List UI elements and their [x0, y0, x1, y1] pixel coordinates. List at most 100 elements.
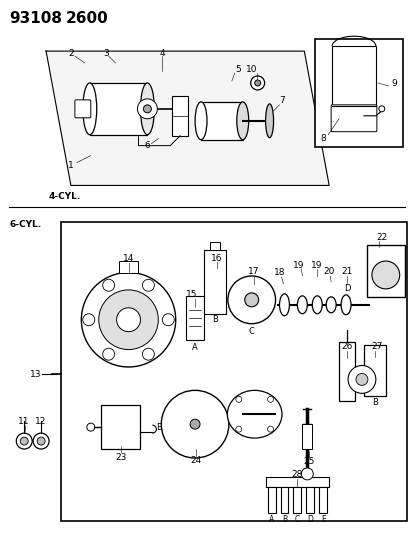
Text: 24: 24 [190, 456, 201, 465]
Text: 20: 20 [323, 268, 334, 277]
Text: 93108: 93108 [9, 11, 62, 26]
Text: D: D [343, 285, 349, 293]
Text: D: D [306, 515, 313, 524]
Text: 23: 23 [115, 453, 126, 462]
Text: 11: 11 [17, 417, 29, 426]
Bar [318, 487, 326, 513]
Bar [306, 487, 313, 513]
Circle shape [267, 426, 273, 432]
Ellipse shape [98, 290, 158, 350]
Bar [118, 261, 138, 273]
Bar [201, 102, 242, 140]
Text: 1: 1 [68, 161, 74, 170]
Text: 9: 9 [391, 79, 396, 88]
Circle shape [142, 348, 154, 360]
Text: A: A [192, 343, 197, 352]
Text: 2: 2 [68, 49, 74, 58]
Bar [186, 296, 204, 340]
Bar [90, 83, 147, 135]
Text: C: C [294, 515, 299, 524]
Text: 19: 19 [310, 261, 321, 270]
Ellipse shape [265, 104, 273, 138]
Ellipse shape [297, 296, 306, 314]
Text: 26: 26 [341, 342, 352, 351]
Circle shape [33, 433, 49, 449]
Circle shape [227, 276, 275, 324]
Text: E: E [320, 515, 325, 524]
Circle shape [371, 261, 399, 289]
Bar [280, 487, 288, 513]
Bar [209, 242, 219, 250]
Text: B: B [371, 398, 377, 407]
Bar [338, 342, 354, 401]
Circle shape [137, 99, 157, 119]
Ellipse shape [325, 297, 335, 313]
Bar [100, 405, 140, 449]
Bar [265, 477, 328, 487]
Circle shape [102, 279, 114, 291]
Text: 19: 19 [292, 261, 304, 270]
Text: 21: 21 [341, 268, 352, 277]
Circle shape [37, 437, 45, 445]
FancyBboxPatch shape [330, 105, 376, 132]
Bar [301, 424, 311, 449]
Text: 18: 18 [273, 269, 285, 278]
Ellipse shape [81, 272, 175, 367]
Text: 17: 17 [247, 268, 259, 277]
Ellipse shape [227, 390, 281, 438]
FancyBboxPatch shape [75, 100, 90, 118]
Bar [366, 245, 404, 297]
Bar [331, 46, 375, 106]
Ellipse shape [140, 83, 154, 135]
Circle shape [162, 314, 174, 326]
Text: B: B [211, 315, 217, 324]
Bar [315, 39, 402, 147]
Circle shape [20, 437, 28, 445]
Circle shape [142, 279, 154, 291]
Text: 13: 13 [30, 370, 41, 379]
Circle shape [190, 419, 199, 429]
Text: 6: 6 [144, 141, 150, 150]
Text: 5: 5 [234, 64, 240, 74]
Text: 15: 15 [186, 290, 197, 300]
Circle shape [301, 468, 313, 480]
Circle shape [254, 80, 260, 86]
Bar [61, 222, 406, 521]
Bar [204, 250, 225, 314]
Ellipse shape [83, 83, 97, 135]
Circle shape [267, 397, 273, 402]
Text: 10: 10 [245, 64, 257, 74]
Circle shape [250, 76, 264, 90]
Text: 4-CYL.: 4-CYL. [48, 192, 80, 201]
Text: E: E [155, 423, 161, 432]
Circle shape [347, 366, 375, 393]
Bar [267, 487, 275, 513]
Ellipse shape [340, 295, 350, 315]
Text: 14: 14 [123, 254, 134, 263]
Circle shape [83, 314, 95, 326]
Text: C: C [248, 327, 254, 336]
Circle shape [235, 426, 241, 432]
Text: A: A [268, 515, 273, 524]
Text: 25: 25 [303, 457, 314, 466]
Text: 27: 27 [370, 342, 382, 351]
Ellipse shape [236, 102, 248, 140]
Circle shape [355, 374, 367, 385]
Text: B: B [281, 515, 286, 524]
Bar [293, 487, 301, 513]
Ellipse shape [311, 296, 321, 314]
Bar [172, 96, 188, 136]
Text: 2600: 2600 [66, 11, 109, 26]
Circle shape [16, 433, 32, 449]
Text: 22: 22 [375, 232, 387, 241]
Bar [363, 345, 385, 397]
Circle shape [161, 390, 228, 458]
Circle shape [87, 423, 95, 431]
Ellipse shape [195, 102, 206, 140]
Text: 28: 28 [291, 471, 302, 479]
Polygon shape [46, 51, 328, 185]
Circle shape [116, 308, 140, 332]
Text: 12: 12 [36, 417, 47, 426]
Text: 6-CYL.: 6-CYL. [9, 220, 41, 229]
Text: 16: 16 [211, 254, 222, 263]
